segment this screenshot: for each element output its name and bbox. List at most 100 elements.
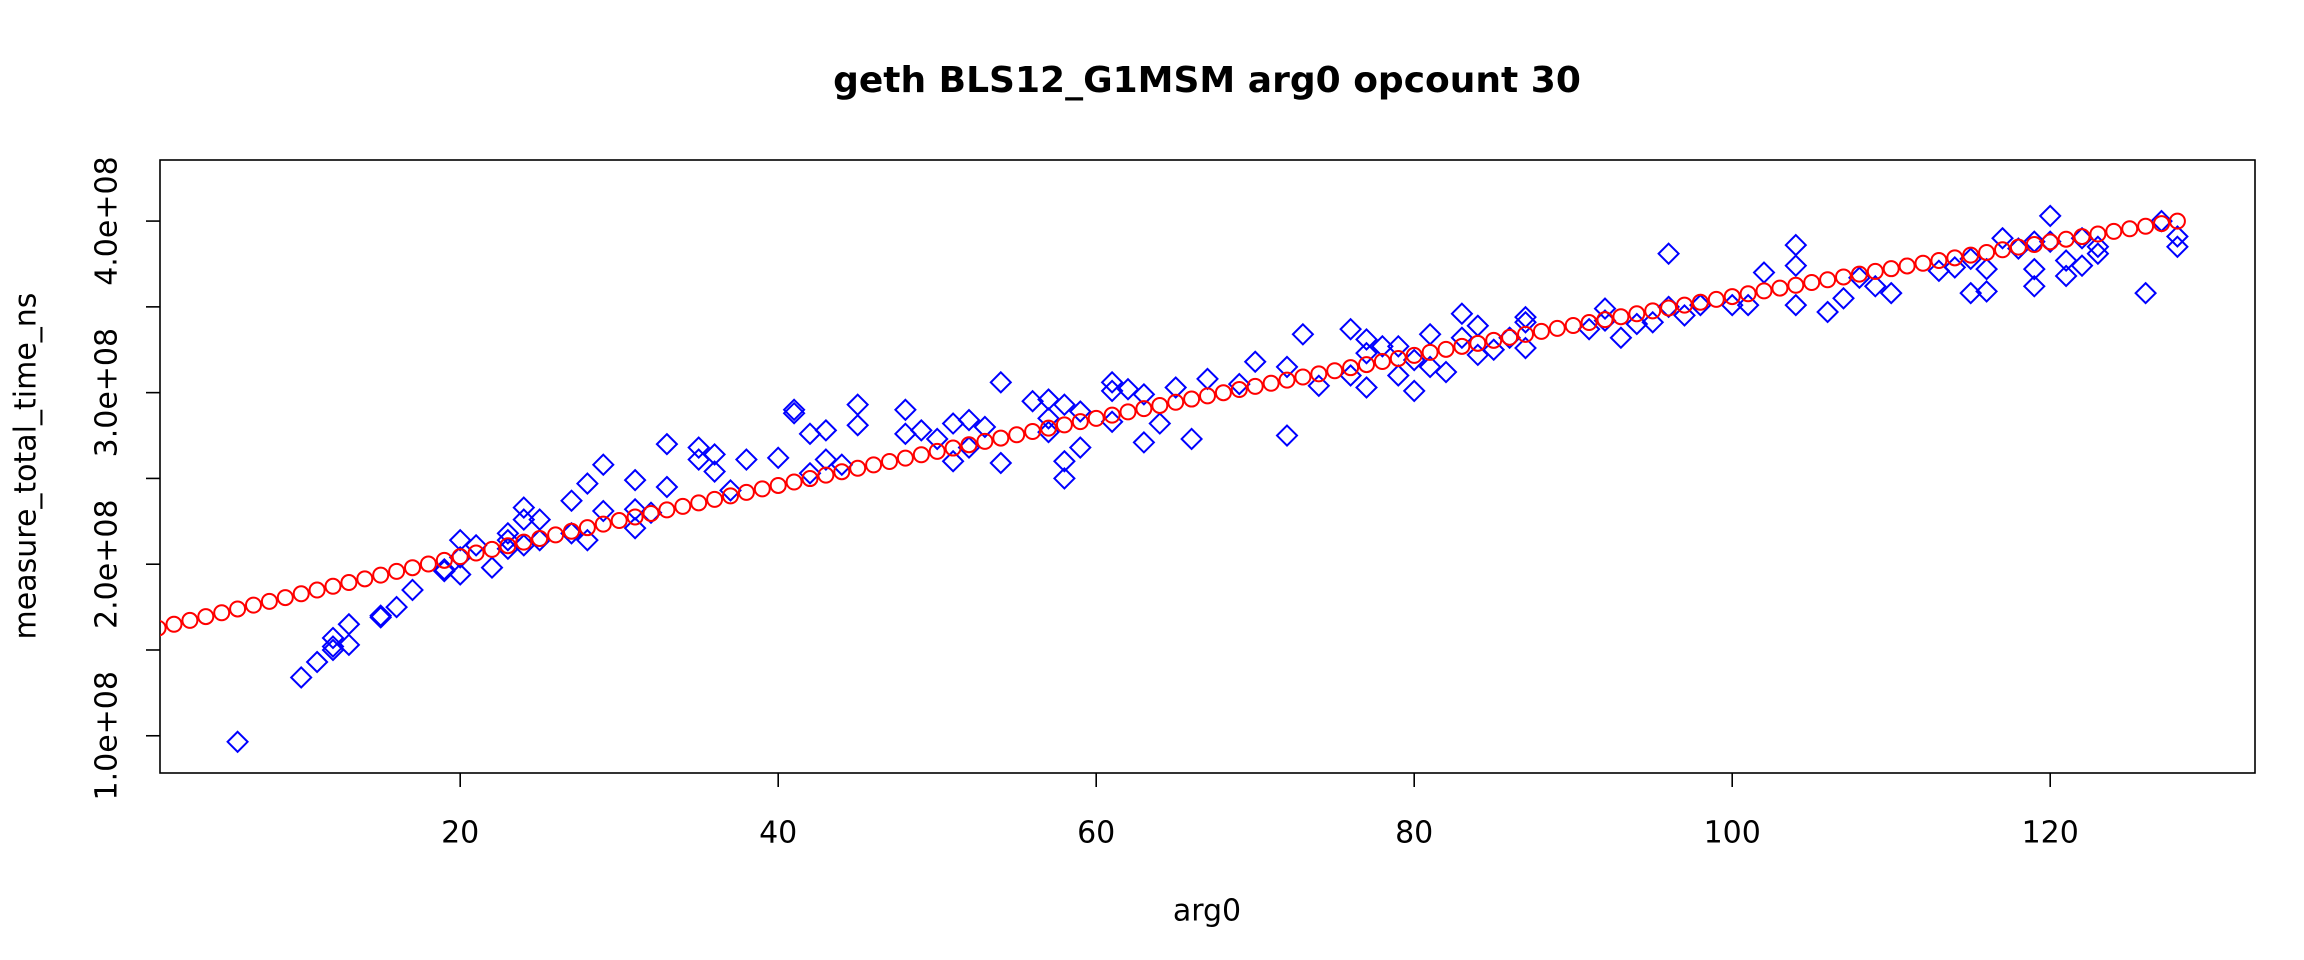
point — [1450, 326, 1474, 350]
point — [766, 446, 790, 470]
point — [181, 611, 199, 629]
point — [1596, 311, 1614, 329]
point — [1532, 322, 1550, 340]
point — [1991, 226, 2014, 250]
point — [1068, 400, 1092, 423]
point — [512, 508, 536, 532]
point — [1752, 261, 1776, 284]
point — [2054, 264, 2078, 288]
point — [260, 592, 278, 610]
point — [2054, 249, 2078, 272]
point — [1358, 356, 1376, 374]
point — [340, 574, 358, 592]
point — [1755, 282, 1773, 300]
point — [769, 476, 787, 494]
point — [2137, 217, 2155, 235]
point — [226, 730, 250, 754]
point — [1434, 360, 1458, 384]
plot-area — [160, 204, 2189, 754]
point — [1214, 384, 1232, 402]
point — [1850, 265, 1868, 283]
x-tick-label: 20 — [441, 816, 479, 851]
point — [960, 436, 978, 454]
point — [1784, 233, 1808, 257]
point — [1787, 276, 1805, 294]
point — [591, 499, 615, 523]
point — [2121, 220, 2139, 238]
point — [1068, 436, 1092, 459]
point — [1052, 393, 1076, 417]
point — [1373, 353, 1391, 371]
point — [1132, 382, 1156, 406]
point — [594, 515, 612, 533]
point — [1294, 368, 1312, 386]
point — [849, 459, 867, 477]
point — [1453, 337, 1471, 355]
point — [1771, 279, 1789, 297]
point — [865, 456, 883, 474]
point — [623, 516, 647, 540]
point — [1564, 316, 1582, 334]
point — [801, 470, 819, 488]
point — [2009, 238, 2027, 256]
point — [1943, 255, 1967, 279]
x-axis-label: arg0 — [1173, 894, 1241, 929]
point — [1386, 364, 1410, 387]
point — [703, 460, 727, 483]
y-tick-label: 3.0e+08 — [90, 328, 125, 457]
point — [1517, 325, 1535, 343]
point — [1386, 334, 1410, 358]
point — [547, 526, 565, 544]
point — [1405, 346, 1423, 364]
point — [1246, 377, 1264, 395]
point — [623, 468, 647, 492]
point — [1673, 304, 1696, 327]
point — [1164, 376, 1188, 399]
point — [2038, 204, 2062, 228]
point — [941, 449, 965, 473]
point — [687, 436, 711, 459]
point — [1501, 328, 1519, 346]
point — [737, 483, 755, 501]
point — [356, 570, 374, 588]
point — [1835, 268, 1853, 286]
point — [642, 504, 660, 522]
chart-title: geth BLS12_G1MSM arg0 opcount 30 — [833, 60, 1581, 101]
point — [1310, 365, 1328, 383]
x-tick-label: 40 — [759, 816, 797, 851]
point — [1180, 427, 1204, 451]
point — [973, 415, 997, 439]
point — [1275, 424, 1299, 447]
point — [276, 589, 294, 607]
point — [1342, 359, 1360, 377]
point — [1803, 273, 1821, 291]
point — [1039, 419, 1057, 437]
point — [674, 497, 692, 515]
point — [941, 412, 965, 435]
point — [1326, 362, 1344, 380]
point — [213, 604, 231, 622]
point — [2105, 222, 2123, 240]
point — [798, 422, 822, 446]
point — [1418, 322, 1442, 346]
point — [2041, 233, 2059, 251]
point — [753, 480, 771, 498]
point — [560, 489, 583, 513]
point — [1389, 349, 1407, 367]
point — [928, 442, 946, 460]
point — [1580, 314, 1598, 332]
point — [1609, 326, 1633, 350]
point — [814, 418, 838, 442]
point — [165, 615, 183, 633]
point — [2086, 242, 2110, 266]
point — [1994, 241, 2012, 259]
point — [893, 422, 917, 446]
y-tick-label: 2.0e+08 — [90, 499, 125, 628]
point — [1119, 403, 1137, 421]
point — [2165, 225, 2189, 248]
point — [531, 529, 549, 547]
point — [385, 595, 409, 619]
point — [734, 448, 758, 471]
point — [1644, 302, 1662, 320]
